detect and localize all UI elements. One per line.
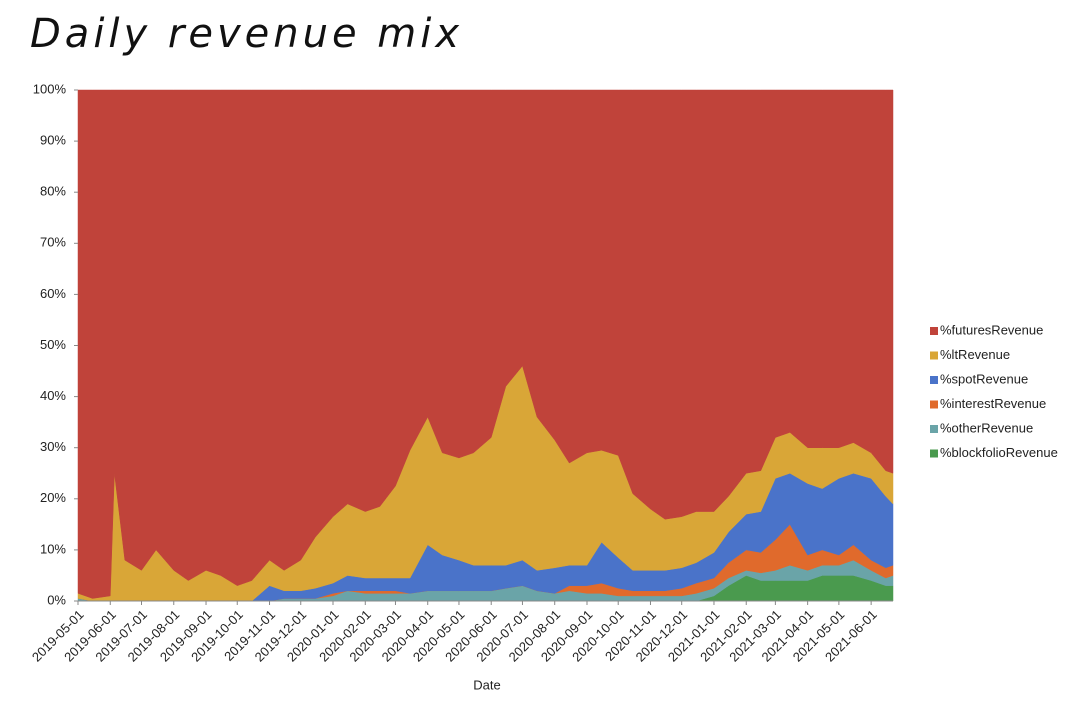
y-tick-label: 30% <box>40 439 66 454</box>
area <box>77 89 894 599</box>
legend-swatch <box>930 449 938 458</box>
y-tick-label: 20% <box>40 490 66 505</box>
y-tick-label: 40% <box>40 388 66 403</box>
y-tick-label: 70% <box>40 235 66 250</box>
y-tick-label: 100% <box>33 81 67 96</box>
legend-swatch <box>930 400 938 409</box>
legend-swatch <box>930 351 938 360</box>
y-tick-label: 90% <box>40 133 66 148</box>
legend-label: %futuresRevenue <box>940 322 1043 337</box>
y-tick-label: 0% <box>47 592 66 607</box>
chart-title: Daily revenue mix <box>30 11 463 57</box>
legend-label: %ltRevenue <box>940 347 1010 362</box>
y-tick-label: 60% <box>40 286 66 301</box>
y-tick-label: 50% <box>40 337 66 352</box>
legend-label: %blockfolioRevenue <box>940 445 1058 460</box>
legend-swatch <box>930 425 938 433</box>
y-tick-label: 10% <box>40 541 66 556</box>
y-tick-label: 80% <box>40 184 66 199</box>
x-axis-label: Date <box>473 677 500 692</box>
legend-label: %interestRevenue <box>940 396 1046 411</box>
legend-label: %otherRevenue <box>940 420 1033 435</box>
legend-swatch <box>930 327 938 335</box>
legend-swatch <box>930 376 938 384</box>
legend-label: %spotRevenue <box>940 371 1028 386</box>
